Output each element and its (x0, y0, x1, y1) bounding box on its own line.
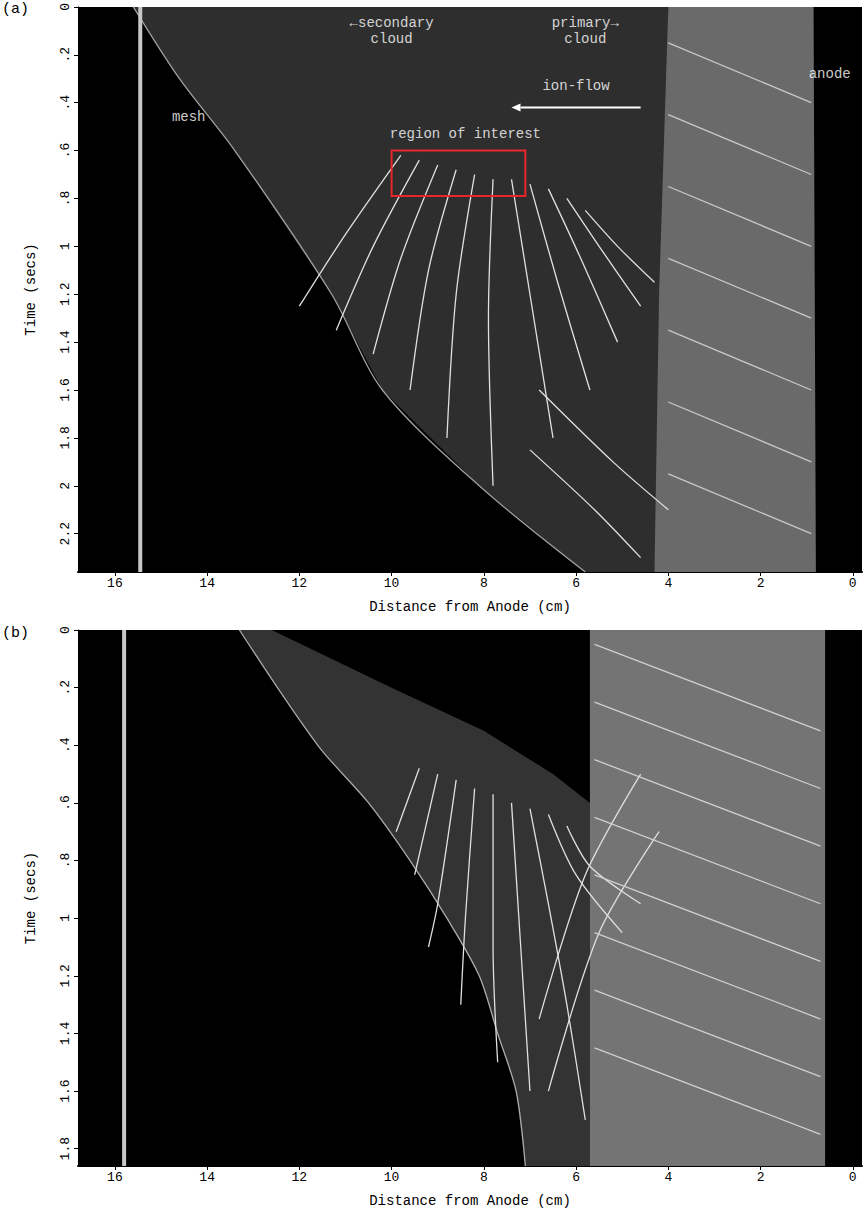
svg-text:6: 6 (572, 576, 580, 591)
svg-text:12: 12 (292, 1170, 308, 1185)
svg-text:1.8: 1.8 (58, 426, 73, 449)
svg-text:0: 0 (58, 626, 73, 634)
svg-text:.2: .2 (58, 680, 73, 696)
svg-text:.4: .4 (58, 737, 73, 753)
svg-text:.8: .8 (58, 191, 73, 207)
svg-text:anode: anode (809, 66, 851, 82)
svg-text:1.4: 1.4 (58, 330, 73, 354)
svg-text:region of interest: region of interest (390, 126, 541, 142)
svg-text:.8: .8 (58, 853, 73, 869)
svg-text:cloud: cloud (371, 31, 413, 47)
svg-text:8: 8 (480, 1170, 488, 1185)
svg-text:1.8: 1.8 (58, 1137, 73, 1160)
svg-text:.6: .6 (58, 143, 73, 159)
svg-text:1.2: 1.2 (58, 964, 73, 987)
svg-text:1: 1 (58, 242, 73, 250)
svg-text:Distance from Anode (cm): Distance from Anode (cm) (369, 599, 571, 615)
svg-text:.6: .6 (58, 795, 73, 811)
svg-text:8: 8 (480, 576, 488, 591)
svg-text:1.4: 1.4 (58, 1022, 73, 1046)
svg-text:.4: .4 (58, 95, 73, 111)
svg-text:2: 2 (58, 482, 73, 490)
svg-text:mesh: mesh (172, 109, 206, 125)
svg-text:14: 14 (199, 1170, 215, 1185)
svg-text:2: 2 (757, 1170, 765, 1185)
svg-text:Distance from Anode (cm): Distance from Anode (cm) (369, 1193, 571, 1209)
svg-text:1.6: 1.6 (58, 378, 73, 401)
svg-text:ion-flow: ion-flow (542, 78, 610, 94)
svg-text:Time (secs): Time (secs) (23, 243, 39, 335)
svg-text:0: 0 (849, 1170, 857, 1185)
svg-text:2: 2 (757, 576, 765, 591)
svg-text:4: 4 (664, 576, 672, 591)
svg-text:0: 0 (849, 576, 857, 591)
svg-text:16: 16 (107, 576, 123, 591)
svg-text:16: 16 (107, 1170, 123, 1185)
svg-text:4: 4 (664, 1170, 672, 1185)
svg-text:primary→: primary→ (552, 15, 620, 31)
svg-text:10: 10 (384, 1170, 400, 1185)
svg-text:cloud: cloud (564, 31, 606, 47)
svg-text:10: 10 (384, 576, 400, 591)
svg-text:0: 0 (58, 3, 73, 11)
svg-text:(b): (b) (2, 625, 29, 642)
svg-text:14: 14 (199, 576, 215, 591)
svg-text:2.2: 2.2 (58, 522, 73, 545)
svg-text:←secondary: ←secondary (350, 15, 434, 31)
svg-text:(a): (a) (2, 1, 29, 18)
svg-text:12: 12 (292, 576, 308, 591)
svg-text:.2: .2 (58, 47, 73, 63)
svg-text:Time (secs): Time (secs) (23, 852, 39, 944)
svg-text:6: 6 (572, 1170, 580, 1185)
svg-text:1.2: 1.2 (58, 283, 73, 306)
svg-text:1.6: 1.6 (58, 1079, 73, 1102)
svg-text:1: 1 (58, 914, 73, 922)
